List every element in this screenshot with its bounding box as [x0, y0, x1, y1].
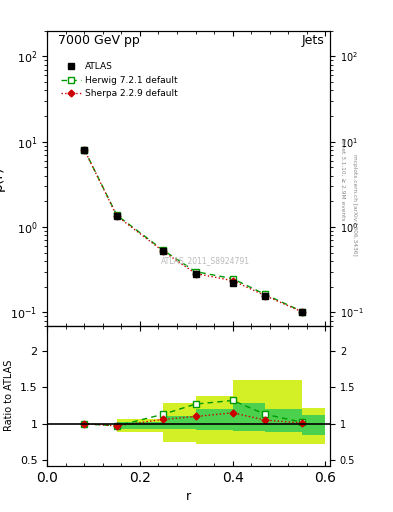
Text: 7000 GeV pp: 7000 GeV pp — [59, 34, 140, 47]
X-axis label: r: r — [186, 490, 191, 503]
Legend: ATLAS, Herwig 7.2.1 default, Sherpa 2.2.9 default: ATLAS, Herwig 7.2.1 default, Sherpa 2.2.… — [57, 59, 182, 102]
Y-axis label: ρ(r): ρ(r) — [0, 165, 5, 191]
Y-axis label: Ratio to ATLAS: Ratio to ATLAS — [4, 360, 14, 432]
Text: mcplots.cern.ch [arXiv:1306.3436]: mcplots.cern.ch [arXiv:1306.3436] — [352, 154, 357, 255]
Text: Rivet 3.1.10, ≥ 2.9M events: Rivet 3.1.10, ≥ 2.9M events — [340, 138, 345, 221]
Text: ATLAS_2011_S8924791: ATLAS_2011_S8924791 — [161, 256, 250, 265]
Text: Jets: Jets — [302, 34, 325, 47]
